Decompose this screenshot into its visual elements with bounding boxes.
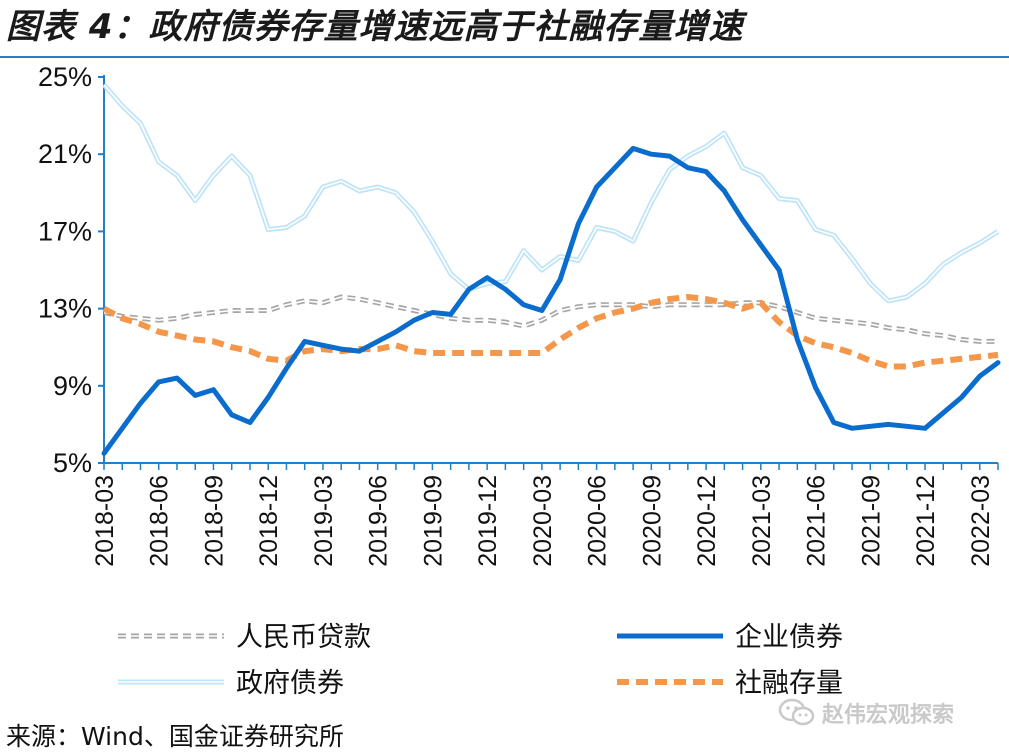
legend-item-corporate-bonds: 企业债券 (617, 622, 843, 652)
y-tick-label: 25% (38, 62, 92, 92)
x-tick-label: 2019-06 (365, 475, 393, 567)
series-rmb-loans (103, 294, 998, 344)
x-tick-label: 2019-12 (474, 475, 502, 567)
y-tick-label: 17% (38, 216, 92, 246)
series-government-bonds (102, 83, 1000, 304)
legend-item-government-bonds: 政府债券 (118, 668, 344, 698)
x-tick-label: 2021-12 (912, 475, 940, 567)
y-tick-label: 13% (38, 294, 92, 324)
series-line (101, 145, 1001, 456)
x-tick-label: 2020-09 (638, 475, 666, 567)
x-tick-label: 2018-06 (146, 475, 174, 567)
series-line-core (103, 84, 999, 302)
series-line (102, 294, 999, 370)
series-line-outer (102, 83, 1000, 304)
x-tick-label: 2018-09 (200, 475, 228, 567)
chart-series (101, 83, 1001, 456)
legend-label: 人民币贷款 (236, 622, 371, 652)
x-tick-label: 2018-12 (255, 475, 283, 567)
series-line-core (103, 296, 998, 343)
watermark: 赵伟宏观探索 (778, 694, 1004, 732)
chart-axes: 5% 9% 13% 17% 21% 25% 2018-03 2018-06 2018-09 201… (38, 62, 999, 567)
y-tick-label: 9% (53, 371, 92, 401)
watermark-text: 赵伟宏观探索 (822, 703, 955, 728)
x-tick-label: 2019-09 (419, 475, 447, 567)
chart-title: 图表 4：政府债券存量增速远高于社融存量增速 (6, 7, 744, 47)
y-tick-label: 5% (53, 448, 92, 478)
legend-label: 社融存量 (735, 668, 843, 698)
series-line-outer (103, 294, 998, 344)
legend-item-rmb-loans: 人民币贷款 (118, 622, 371, 652)
wechat-icon (778, 698, 815, 726)
series-corporate-bonds (101, 145, 1001, 456)
x-tick-label: 2022-03 (967, 475, 995, 567)
y-tick-label: 21% (38, 139, 92, 169)
x-tick-label: 2021-06 (803, 475, 831, 567)
x-tick-label: 2019-03 (310, 475, 338, 567)
x-tick-label: 2021-09 (857, 475, 885, 567)
x-tick-label: 2020-03 (529, 475, 557, 567)
source-note: 来源：Wind、国金证券研究所 (6, 722, 344, 751)
legend-label: 政府债券 (236, 668, 344, 698)
legend-item-social-financing: 社融存量 (617, 668, 843, 698)
series-social-financing (102, 294, 999, 370)
title-divider (0, 56, 1009, 58)
legend-label: 企业债券 (735, 622, 843, 652)
x-tick-label: 2020-06 (584, 475, 612, 567)
x-tick-label: 2020-12 (693, 475, 721, 567)
x-tick-label: 2018-03 (91, 475, 119, 567)
x-tick-label: 2021-03 (748, 475, 776, 567)
